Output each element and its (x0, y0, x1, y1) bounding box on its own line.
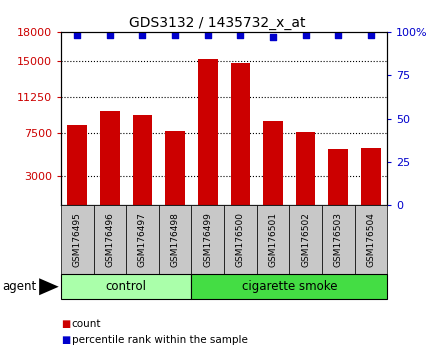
Polygon shape (39, 278, 59, 295)
Bar (61, 274, 191, 299)
Bar (224, 205, 256, 274)
Bar (354, 205, 386, 274)
Text: count: count (72, 319, 101, 329)
Bar (67, 125, 87, 205)
Bar (191, 274, 386, 299)
Text: ■: ■ (61, 335, 70, 345)
Point (334, 33, 341, 38)
Bar (295, 132, 315, 205)
Bar (197, 59, 217, 205)
Text: ■: ■ (61, 319, 70, 329)
Bar (100, 111, 119, 205)
Text: GSM176504: GSM176504 (365, 212, 375, 267)
Text: GSM176495: GSM176495 (72, 212, 82, 267)
Point (237, 33, 243, 38)
Text: GSM176499: GSM176499 (203, 212, 212, 267)
Text: GDS3132 / 1435732_x_at: GDS3132 / 1435732_x_at (129, 16, 305, 30)
Text: GSM176503: GSM176503 (333, 212, 342, 267)
Bar (263, 121, 282, 205)
Text: cigarette smoke: cigarette smoke (241, 280, 336, 293)
Text: GSM176500: GSM176500 (235, 212, 244, 267)
Point (204, 33, 211, 38)
Bar (289, 205, 321, 274)
Point (74, 33, 81, 38)
Bar (321, 205, 354, 274)
Bar (256, 205, 289, 274)
Point (106, 33, 113, 38)
Bar (360, 148, 380, 205)
Text: control: control (105, 280, 146, 293)
Text: GSM176496: GSM176496 (105, 212, 114, 267)
Text: GSM176497: GSM176497 (138, 212, 147, 267)
Bar (230, 63, 250, 205)
Bar (126, 205, 158, 274)
Bar (132, 115, 152, 205)
Bar (191, 205, 224, 274)
Bar (93, 205, 126, 274)
Text: agent: agent (2, 280, 36, 293)
Bar (61, 205, 93, 274)
Point (171, 33, 178, 38)
Bar (158, 205, 191, 274)
Text: GSM176498: GSM176498 (170, 212, 179, 267)
Text: GSM176501: GSM176501 (268, 212, 277, 267)
Text: percentile rank within the sample: percentile rank within the sample (72, 335, 247, 345)
Point (269, 34, 276, 40)
Bar (165, 131, 184, 205)
Text: GSM176502: GSM176502 (300, 212, 309, 267)
Bar (328, 149, 347, 205)
Point (367, 33, 374, 38)
Point (302, 33, 309, 38)
Point (139, 33, 146, 38)
